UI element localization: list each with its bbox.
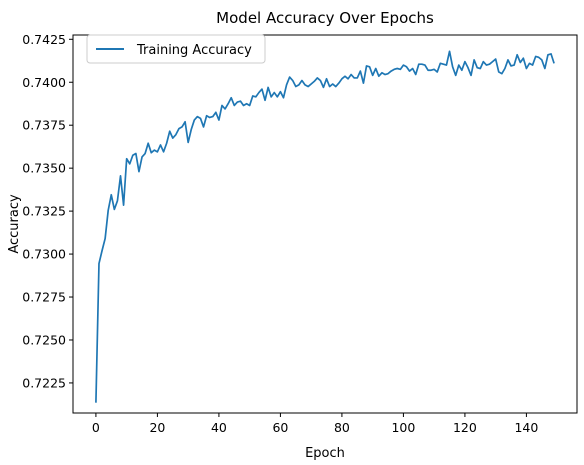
y-tick-label: 0.7325 (22, 204, 66, 219)
y-tick-label: 0.7300 (22, 247, 66, 262)
y-tick-label: 0.7225 (22, 375, 66, 390)
plot-area (72, 34, 578, 414)
training-accuracy-line (95, 50, 555, 403)
legend-label: Training Accuracy (136, 43, 252, 58)
y-tick-label: 0.7275 (22, 290, 66, 305)
x-tick-label: 80 (334, 420, 350, 435)
y-tick-label: 0.7400 (22, 75, 66, 90)
x-tick-label: 100 (391, 420, 415, 435)
chart-title: Model Accuracy Over Epochs (216, 9, 434, 27)
y-tick-label: 0.7375 (22, 118, 66, 133)
x-tick-label: 20 (149, 420, 165, 435)
x-tick-label: 120 (453, 420, 477, 435)
x-axis-ticks: 0 20 40 60 80 100 120 140 (92, 413, 538, 435)
x-tick-label: 140 (514, 420, 538, 435)
x-axis-label: Epoch (305, 446, 345, 461)
y-tick-label: 0.7250 (22, 332, 66, 347)
x-tick-label: 60 (272, 420, 288, 435)
y-axis-ticks: 0.7225 0.7250 0.7275 0.7300 0.7325 0.7350 0.73… (22, 32, 73, 390)
x-tick-label: 0 (92, 420, 100, 435)
legend: Training Accuracy (86, 34, 266, 64)
legend-box (86, 34, 266, 64)
plot-frame (72, 34, 578, 414)
x-tick-label: 40 (211, 420, 227, 435)
y-tick-label: 0.7350 (22, 161, 66, 176)
y-axis-label: Accuracy (7, 194, 22, 254)
y-tick-label: 0.7425 (22, 32, 66, 47)
